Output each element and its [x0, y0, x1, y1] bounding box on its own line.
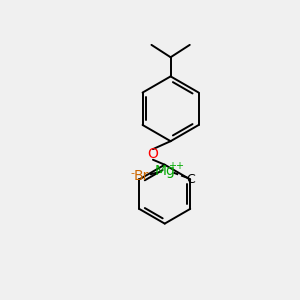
- Text: -: -: [131, 168, 135, 178]
- Text: C: C: [186, 173, 195, 186]
- Text: ++: ++: [168, 161, 184, 171]
- Text: Br: Br: [134, 169, 149, 184]
- Text: O: O: [148, 147, 158, 161]
- Text: Mg: Mg: [155, 164, 176, 178]
